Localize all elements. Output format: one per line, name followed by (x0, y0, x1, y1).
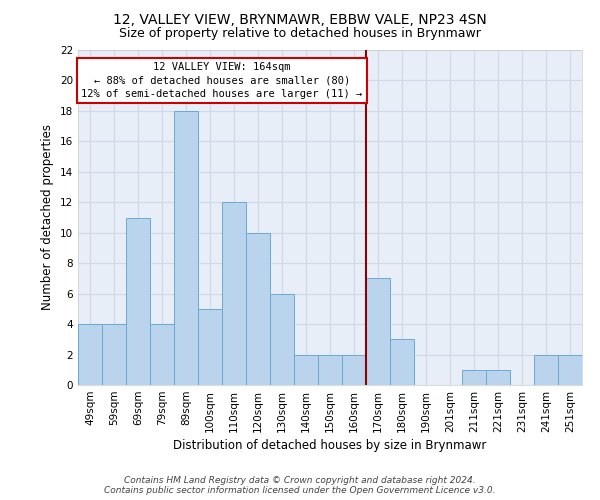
Text: Contains HM Land Registry data © Crown copyright and database right 2024.
Contai: Contains HM Land Registry data © Crown c… (104, 476, 496, 495)
Bar (462, 370, 486, 385)
Bar (486, 370, 510, 385)
Bar (150, 324, 174, 385)
Bar (534, 354, 558, 385)
Bar (390, 340, 414, 385)
Bar (222, 202, 246, 385)
Text: 12 VALLEY VIEW: 164sqm
← 88% of detached houses are smaller (80)
12% of semi-det: 12 VALLEY VIEW: 164sqm ← 88% of detached… (82, 62, 362, 98)
Bar (342, 354, 366, 385)
Bar (558, 354, 582, 385)
Bar (102, 324, 126, 385)
Bar (174, 111, 198, 385)
Bar (78, 324, 102, 385)
Bar (126, 218, 150, 385)
Bar (270, 294, 294, 385)
X-axis label: Distribution of detached houses by size in Brynmawr: Distribution of detached houses by size … (173, 439, 487, 452)
Y-axis label: Number of detached properties: Number of detached properties (41, 124, 55, 310)
Bar (318, 354, 342, 385)
Bar (294, 354, 318, 385)
Text: Size of property relative to detached houses in Brynmawr: Size of property relative to detached ho… (119, 28, 481, 40)
Text: 12, VALLEY VIEW, BRYNMAWR, EBBW VALE, NP23 4SN: 12, VALLEY VIEW, BRYNMAWR, EBBW VALE, NP… (113, 12, 487, 26)
Bar (198, 309, 222, 385)
Bar (246, 232, 270, 385)
Bar (366, 278, 390, 385)
